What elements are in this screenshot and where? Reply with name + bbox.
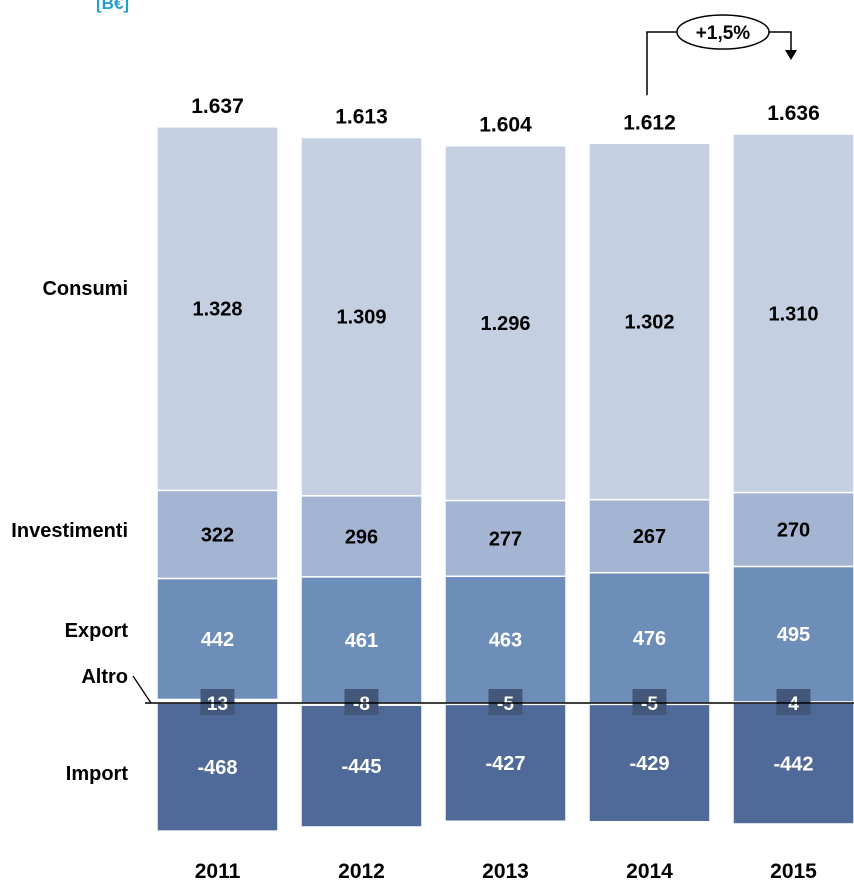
total-label-2014: 1.612 (623, 111, 676, 134)
label-investimenti-2011: 322 (201, 524, 234, 546)
legend-label-investimenti: Investimenti (11, 520, 128, 542)
bar-consumi-2013 (444, 144, 567, 502)
bar-altro-2015 (776, 689, 811, 715)
label-consumi-2015: 1.310 (768, 303, 818, 325)
label-export-2012: 461 (345, 630, 378, 652)
bar-investimenti-2011 (156, 489, 279, 580)
total-label-2015: 1.636 (767, 102, 820, 125)
bar-investimenti-2015 (732, 491, 854, 568)
bar-group-2012: -445 461 296 1.309 -8 1.613 2012 (300, 106, 423, 883)
bar-investimenti-2012 (300, 495, 423, 578)
label-consumi-2012: 1.309 (336, 307, 386, 329)
label-altro-2014: -5 (641, 694, 658, 715)
altro-leader-line (132, 675, 152, 704)
bar-export-2014 (588, 571, 711, 704)
bar-consumi-2012 (300, 136, 423, 497)
label-consumi-2014: 1.302 (624, 311, 674, 333)
bar-investimenti-2013 (444, 499, 567, 578)
legend-label-import: Import (66, 763, 129, 785)
label-export-2014: 476 (633, 628, 666, 650)
label-import-2015: -442 (773, 753, 813, 775)
bar-group-2015: -442 495 270 1.310 4 1.636 2015 (732, 102, 854, 883)
label-import-2014: -429 (629, 753, 669, 775)
bar-group-2014: -429 476 267 1.302 -5 1.612 2014 (588, 111, 711, 883)
bar-investimenti-2014 (588, 498, 711, 574)
legend-label-export: Export (65, 620, 129, 642)
label-altro-2012: -8 (353, 694, 370, 715)
total-label-2012: 1.613 (335, 106, 388, 129)
growth-annotation: +1,5% (646, 14, 797, 96)
label-altro-2015: 4 (788, 694, 799, 715)
label-export-2015: 495 (777, 624, 810, 646)
bar-export-2015 (732, 565, 854, 703)
label-investimenti-2015: 270 (777, 519, 810, 541)
bar-import-2011 (156, 702, 279, 832)
annotation-text: +1,5% (696, 23, 751, 44)
category-label-2015: 2015 (770, 860, 817, 883)
category-label-2011: 2011 (195, 860, 241, 883)
bar-group-2013: -427 463 277 1.296 -5 1.604 2013 (444, 114, 567, 883)
bar-import-2012 (300, 704, 423, 828)
bar-altro-2011 (200, 689, 235, 715)
category-label-2012: 2012 (338, 860, 385, 883)
label-consumi-2013: 1.296 (480, 313, 530, 335)
label-altro-2013: -5 (497, 694, 514, 715)
bar-import-2015 (732, 702, 854, 825)
label-altro-2011: 13 (207, 694, 228, 715)
label-import-2013: -427 (485, 753, 525, 775)
bar-altro-2014 (632, 689, 667, 715)
label-investimenti-2013: 277 (489, 528, 522, 550)
label-investimenti-2014: 267 (633, 526, 666, 548)
unit-label: [B€] (96, 0, 130, 13)
bar-import-2014 (588, 703, 711, 823)
bar-import-2013 (444, 703, 567, 822)
label-export-2013: 463 (489, 630, 522, 652)
legend-label-altro: Altro (81, 666, 128, 688)
label-import-2012: -445 (341, 756, 381, 778)
label-investimenti-2012: 296 (345, 526, 378, 548)
label-export-2011: 442 (201, 629, 234, 651)
bar-altro-2012 (344, 689, 379, 715)
bar-group-2011: -468 442 322 1.328 13 1.637 2011 (156, 95, 279, 883)
bar-altro-2013 (488, 689, 523, 715)
legend-label-consumi: Consumi (42, 278, 128, 300)
category-label-2013: 2013 (482, 860, 529, 883)
bar-consumi-2011 (156, 126, 279, 492)
category-label-2014: 2014 (626, 860, 673, 883)
total-label-2011: 1.637 (191, 95, 244, 118)
annotation-arrow-head (785, 50, 797, 60)
bar-consumi-2014 (588, 142, 711, 501)
bar-consumi-2015 (732, 133, 854, 494)
label-import-2011: -468 (197, 757, 237, 779)
annotation-bubble (676, 14, 770, 50)
label-consumi-2011: 1.328 (192, 299, 242, 321)
total-label-2013: 1.604 (479, 114, 532, 137)
